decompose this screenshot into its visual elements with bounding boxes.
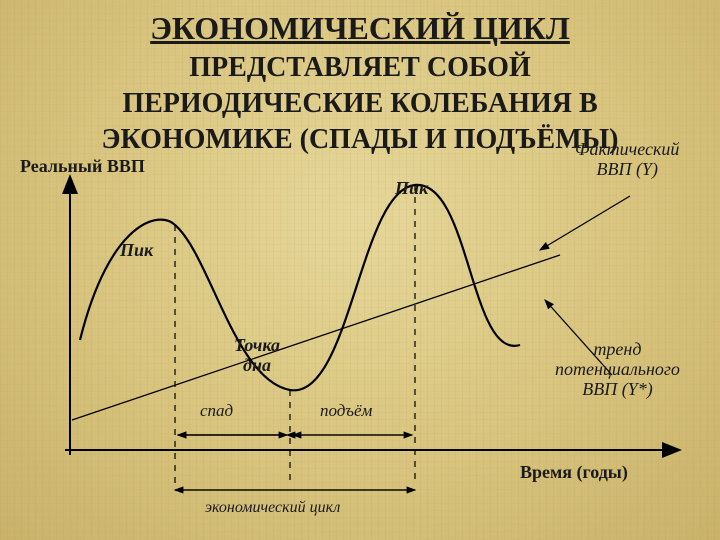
peak1-label: Пик xyxy=(120,240,153,261)
cycle-span-label: экономический цикл xyxy=(205,499,340,517)
trend-line xyxy=(72,255,560,420)
gdp-curve xyxy=(80,185,520,390)
x-axis-label: Время (годы) xyxy=(520,462,628,483)
y-axis-label: Реальный ВВП xyxy=(20,156,145,177)
actual-gdp-label: Фактический ВВП (Y) xyxy=(575,140,679,180)
trough-label: Точка дна xyxy=(234,336,280,376)
business-cycle-chart xyxy=(0,0,720,540)
recession-label: спад xyxy=(200,401,233,421)
slide-root: ЭКОНОМИЧЕСКИЙ ЦИКЛ ПРЕДСТАВЛЯЕТ СОБОЙ ПЕ… xyxy=(0,0,720,540)
arrow-actual-gdp xyxy=(540,196,630,250)
peak2-label: Пик xyxy=(395,178,428,199)
expansion-label: подъём xyxy=(320,401,372,421)
potential-gdp-label: тренд потенциального ВВП (Y*) xyxy=(555,340,680,399)
